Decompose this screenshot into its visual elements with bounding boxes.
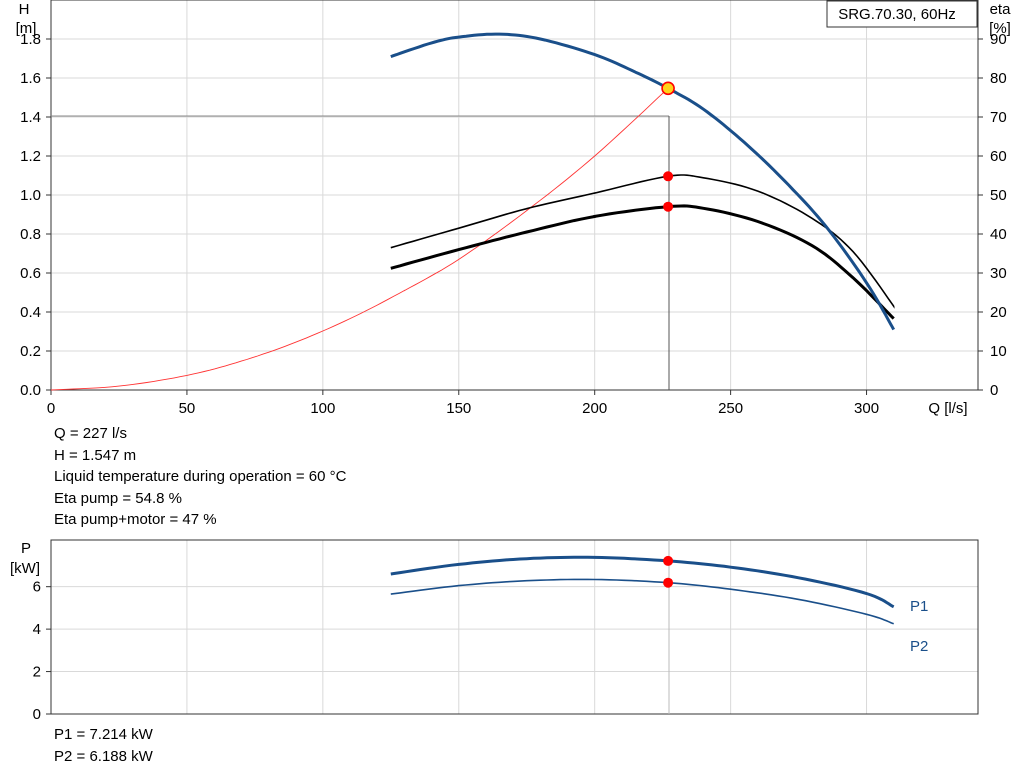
duty-info-q: Q = 227 l/s <box>54 425 127 442</box>
legend-box-text: SRG.70.30, 60Hz <box>838 6 956 23</box>
h-tick-label: 1.2 <box>20 148 41 165</box>
q-tick-label: 50 <box>179 400 196 417</box>
q-tick-label: 0 <box>47 400 55 417</box>
eta-tick-label: 90 <box>990 31 1007 48</box>
h-tick-label: 0.8 <box>20 226 41 243</box>
p-tick-label: 2 <box>33 664 41 681</box>
q-tick-label: 200 <box>582 400 607 417</box>
duty-info-eta-pump: Eta pump = 54.8 % <box>54 489 182 507</box>
eta-pump-curve <box>390 174 895 309</box>
q-tick-label: 100 <box>310 400 335 417</box>
h-tick-label: 1.6 <box>20 70 41 87</box>
bottom-plot-frame <box>50 539 979 715</box>
p-tick-label: 6 <box>33 579 41 596</box>
duty-info-h: H = 1.547 m <box>54 446 137 464</box>
p2-series-label: P2 <box>910 638 928 655</box>
bottom-left-axis-ticks: 0 2 4 6 <box>33 579 51 723</box>
h-tick-label: 1.8 <box>20 31 41 48</box>
system-curve <box>50 87 669 391</box>
q-axis-unit: Q [l/s] <box>928 400 967 417</box>
eta-tick-label: 70 <box>990 109 1007 126</box>
q-tick-label: 150 <box>446 400 471 417</box>
top-left-axis-ticks: 0.0 0.2 0.4 0.6 0.8 1.0 1.2 1.4 1.6 1.8 <box>20 31 51 399</box>
power-info-block: P1 = 7.214 kW P2 = 6.188 kW <box>54 724 153 767</box>
bottom-chart-grid <box>50 540 978 715</box>
duty-info-block: Q = 227 l/s H = 1.547 m Liquid temperatu… <box>54 423 346 531</box>
p-axis-title: P <box>21 540 31 557</box>
top-right-axis-ticks: 0 10 20 30 40 50 60 70 80 90 <box>978 31 1007 399</box>
eta-tick-label: 40 <box>990 226 1007 243</box>
eta-tick-label: 60 <box>990 148 1007 165</box>
h-tick-label: 0.6 <box>20 265 41 282</box>
q-tick-label: 300 <box>854 400 879 417</box>
eta-tick-label: 10 <box>990 343 1007 360</box>
eta-tick-label: 20 <box>990 304 1007 321</box>
duty-point-p1 <box>663 555 674 566</box>
h-axis-title: H <box>19 1 30 18</box>
eta-axis-unit: [%] <box>989 20 1011 37</box>
duty-point-p2 <box>663 577 674 588</box>
power-info-p1: P1 = 7.214 kW <box>54 726 153 743</box>
h-tick-label: 1.4 <box>20 109 41 126</box>
eta-tick-label: 0 <box>990 382 998 399</box>
duty-point-eta-pump <box>663 171 674 182</box>
p-tick-label: 4 <box>33 621 41 638</box>
p2-curve <box>390 578 894 625</box>
eta-axis-title: eta <box>990 1 1012 18</box>
legend-box <box>826 0 978 28</box>
duty-point-head <box>661 81 675 96</box>
power-info-p2: P2 = 6.188 kW <box>54 747 153 765</box>
top-x-axis-ticks: 0 50 100 150 200 250 300 <box>47 390 879 417</box>
eta-pump-motor-curve <box>390 204 895 320</box>
p1-series-label: P1 <box>910 598 928 615</box>
p-tick-label: 0 <box>33 706 41 723</box>
top-chart-grid <box>50 0 978 391</box>
h-tick-label: 0.4 <box>20 304 41 321</box>
h-tick-label: 1.0 <box>20 187 41 204</box>
eta-tick-label: 30 <box>990 265 1007 282</box>
duty-info-eta-pump-motor: Eta pump+motor = 47 % <box>54 511 217 528</box>
h-axis-unit: [m] <box>16 20 37 37</box>
h-tick-label: 0.2 <box>20 343 41 360</box>
eta-tick-label: 80 <box>990 70 1007 87</box>
duty-point-eta-pump-motor <box>663 201 674 212</box>
p1-curve <box>390 555 895 609</box>
eta-tick-label: 50 <box>990 187 1007 204</box>
q-tick-label: 250 <box>718 400 743 417</box>
duty-info-liquid-temperature: Liquid temperature during operation = 60… <box>54 468 347 485</box>
h-tick-label: 0.0 <box>20 382 41 399</box>
p-axis-unit: [kW] <box>10 560 40 577</box>
pump-head-curve <box>390 32 896 331</box>
